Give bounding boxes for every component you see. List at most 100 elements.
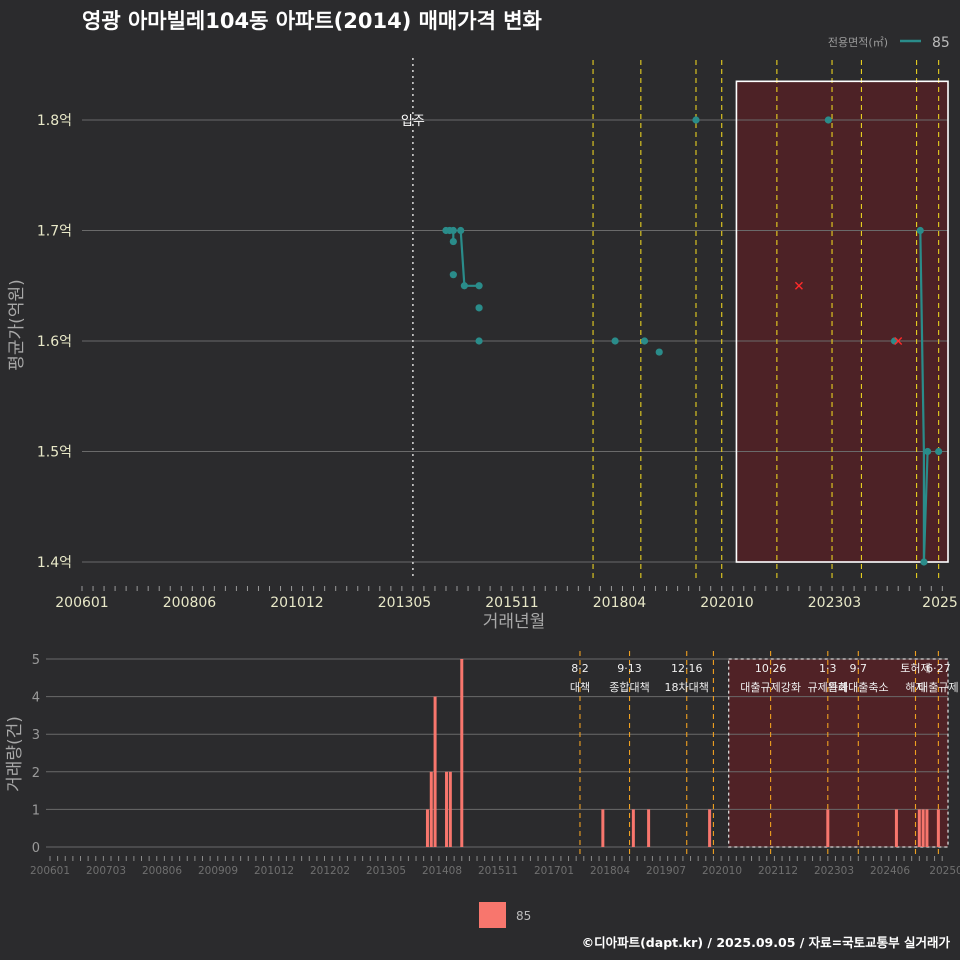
x-tick-label: 201305 <box>378 595 431 611</box>
bottom-x-tick-label: 202010 <box>702 865 742 877</box>
x-tick-label: 200601 <box>55 595 108 611</box>
legend-top-label: 85 <box>932 35 950 51</box>
price-point <box>824 116 832 124</box>
bottom-y-tick-label: 3 <box>32 728 40 743</box>
price-point <box>475 304 483 312</box>
price-point <box>449 226 457 235</box>
move-in-label: 입주 <box>401 114 425 129</box>
bottom-highlight-border <box>728 658 949 848</box>
y-tick-label: 1.7억 <box>37 224 72 240</box>
x-tick-label: 202303 <box>808 595 861 611</box>
y-axis-title: 평균가(억원) <box>7 279 27 370</box>
event-date-label: 6·27 <box>926 662 951 675</box>
bottom-x-tick-label: 202303 <box>814 865 854 877</box>
x-tick-label: 202010 <box>700 595 753 611</box>
price-point <box>611 337 619 345</box>
bottom-x-axis-ticks <box>49 856 943 861</box>
price-point <box>924 447 932 456</box>
highlight-region-border <box>735 80 949 563</box>
bottom-x-tick-label: 201701 <box>534 865 574 877</box>
x-tick-label: 201012 <box>270 595 323 611</box>
x-mark-stroke <box>794 281 803 290</box>
price-point <box>449 237 457 246</box>
bottom-x-tick-label: 200909 <box>198 865 238 877</box>
volume-bar <box>921 809 925 847</box>
legend-top-title: 전용면적(㎡) <box>828 36 888 49</box>
bottom-x-tick-label: 201907 <box>646 865 686 877</box>
price-point <box>457 226 465 235</box>
event-date-label: 8·2 <box>571 662 589 675</box>
event-date-label: 1·3 <box>819 662 837 675</box>
highlight-region-fill <box>736 81 948 562</box>
x-mark <box>894 337 903 345</box>
bottom-highlight-fill <box>728 659 948 847</box>
legend-bottom-label: 85 <box>516 909 531 923</box>
event-name-label: 종합대책 <box>609 681 649 694</box>
event-date-label: 12·16 <box>671 662 703 675</box>
price-point <box>916 226 924 235</box>
volume-bar <box>601 809 605 847</box>
y-tick-label: 1.4억 <box>37 555 72 571</box>
bottom-x-tick-label: 202406 <box>870 865 910 877</box>
price-point <box>890 337 899 345</box>
price-point <box>935 447 943 456</box>
x-tick-label: 201804 <box>593 595 647 611</box>
event-name-label: 대책 <box>570 681 590 694</box>
bottom-x-tick-label: 200601 <box>30 865 70 877</box>
bottom-x-tick-label: 201202 <box>310 865 350 877</box>
volume-bar <box>448 771 452 847</box>
bottom-y-tick-label: 0 <box>32 841 40 856</box>
event-name-label: 규제완화 <box>808 681 848 694</box>
volume-bar <box>917 809 921 847</box>
bottom-y-tick-label: 1 <box>32 803 40 818</box>
y-tick-label: 1.5억 <box>37 445 72 461</box>
chart-title: 영광 아마빌레104동 아파트(2014) 매매가격 변화 <box>82 9 543 33</box>
price-point <box>475 337 483 345</box>
price-point <box>460 282 468 290</box>
price-point <box>920 558 928 566</box>
bottom-y-axis-title: 거래량(건) <box>5 716 25 792</box>
price-point <box>475 282 483 290</box>
legend-bottom-swatch <box>479 902 506 928</box>
bottom-x-tick-label: 201804 <box>590 865 630 877</box>
price-point <box>449 271 457 279</box>
price-point <box>640 337 649 345</box>
x-tick-label: 201511 <box>485 595 538 611</box>
event-name-label: 해제 <box>905 680 925 694</box>
x-tick-label: 200806 <box>163 595 217 611</box>
event-name-label: 대출규제강화 <box>740 681 801 694</box>
event-name-label: 특례대출축소 <box>828 681 889 694</box>
volume-bar <box>708 809 712 847</box>
legend-top: 전용면적(㎡) 85 <box>828 35 950 51</box>
price-point <box>692 116 700 124</box>
y-tick-label: 1.6억 <box>37 334 72 350</box>
x-axis-ticks <box>81 586 943 591</box>
bottom-x-tick-label: 20250 <box>929 865 960 877</box>
x-tick-label: 2025 <box>922 595 958 611</box>
volume-bar <box>894 809 898 847</box>
legend-bottom: 85 <box>479 902 531 928</box>
bottom-x-tick-label: 201305 <box>366 865 406 877</box>
volume-bar <box>445 771 449 847</box>
bottom-x-tick-label: 200703 <box>86 865 126 877</box>
price-point <box>655 348 663 356</box>
bottom-x-tick-label: 201408 <box>422 865 462 877</box>
event-date-label: 토허제 <box>900 662 930 675</box>
bottom-y-tick-label: 4 <box>32 691 40 706</box>
x-mark-stroke <box>894 337 903 345</box>
bottom-panel: 0 1 2 3 4 5 8·2 대책 9·13 종합대책 12·16 18차대책 10·26 대출규제강화… <box>5 651 960 877</box>
x-axis-title: 거래년월 <box>483 612 546 632</box>
volume-bar <box>647 809 651 847</box>
price-line-segment <box>919 230 929 563</box>
y-tick-label: 1.8억 <box>37 113 72 129</box>
x-mark <box>794 281 803 290</box>
volume-bar <box>631 809 635 847</box>
top-panel: 1.4억 1.5억 1.6억 1.7억 1.8억 입주 200601 200806 201012… <box>7 58 958 632</box>
volume-bar <box>429 771 433 847</box>
bottom-x-tick-label: 200806 <box>142 865 182 877</box>
bottom-y-tick-label: 5 <box>32 653 40 668</box>
volume-bar <box>425 809 429 847</box>
event-date-label: 10·26 <box>755 662 787 675</box>
bottom-y-tick-label: 2 <box>32 766 40 781</box>
